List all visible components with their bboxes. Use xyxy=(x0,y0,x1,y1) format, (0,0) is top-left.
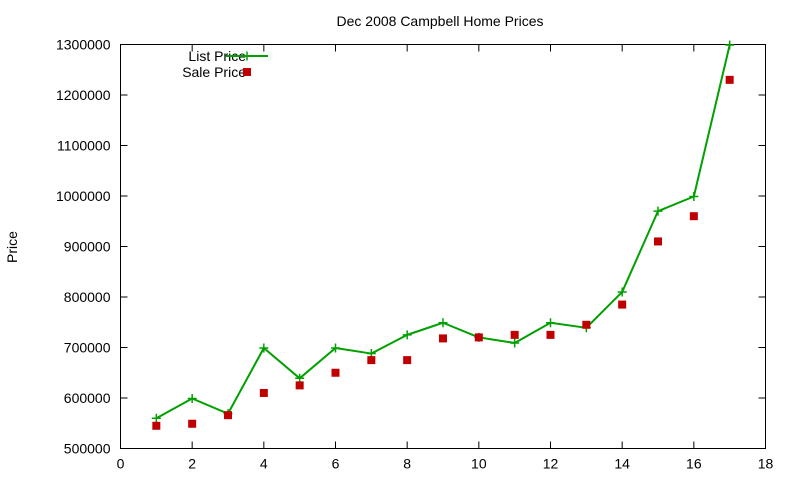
sale-price-point xyxy=(618,300,627,309)
plot-area-border xyxy=(120,44,766,449)
sale-price-point xyxy=(403,356,412,365)
list-price-line xyxy=(155,44,731,420)
sale-price-point xyxy=(188,419,197,428)
list-price-point xyxy=(295,373,305,383)
sale-price-point xyxy=(152,421,161,430)
list-price-point xyxy=(617,287,627,297)
y-tick-label: 1200000 xyxy=(56,87,111,103)
x-tick-label: 2 xyxy=(188,456,196,472)
data-series xyxy=(151,40,735,430)
sale-price-point xyxy=(654,237,662,246)
chart-title: Dec 2008 Campbell Home Prices xyxy=(337,13,544,29)
y-tick-label: 500000 xyxy=(64,441,111,457)
legend-label: Sale Price xyxy=(182,64,246,80)
sale-price-point xyxy=(510,330,519,339)
sale-price-point xyxy=(367,356,376,365)
series-list-price xyxy=(151,40,735,423)
sale-price-point xyxy=(725,75,734,84)
y-axis-label: Price xyxy=(4,231,20,263)
legend-label: List Price xyxy=(188,48,246,64)
x-tick-label: 18 xyxy=(758,456,774,472)
y-tick-label: 700000 xyxy=(64,340,111,356)
x-tick-label: 10 xyxy=(471,456,487,472)
x-tick-label: 8 xyxy=(403,456,411,472)
list-price-point xyxy=(151,413,161,423)
y-tick-label: 1300000 xyxy=(56,37,111,53)
list-price-point xyxy=(259,343,269,353)
sale-price-point xyxy=(224,411,232,420)
list-price-point xyxy=(187,394,197,404)
list-price-point xyxy=(689,192,699,202)
x-tick-label: 6 xyxy=(332,456,340,472)
list-price-point xyxy=(402,330,412,340)
legend-swatch-square xyxy=(243,68,251,76)
sale-price-point xyxy=(331,368,340,377)
x-tick-label: 14 xyxy=(614,456,630,472)
y-tick-label: 800000 xyxy=(64,289,111,305)
axis-ticks: 0 2 4 6 8 10 12 14 16 18 500000 600000 700000 800000 9… xyxy=(56,37,774,472)
list-price-point xyxy=(331,343,340,353)
sale-price-point xyxy=(582,320,591,329)
y-tick-label: 600000 xyxy=(64,390,111,406)
series-sale-price xyxy=(152,75,734,430)
list-price-point xyxy=(725,40,735,50)
legend-swatch-plus xyxy=(242,51,252,61)
y-tick-label: 1000000 xyxy=(56,188,111,204)
sale-price-point xyxy=(689,212,698,221)
x-tick-label: 4 xyxy=(260,456,268,472)
x-tick-label: 0 xyxy=(117,456,125,472)
sale-price-point xyxy=(439,334,447,343)
sale-price-point xyxy=(546,330,555,339)
sale-price-point xyxy=(259,388,268,397)
x-tick-label: 12 xyxy=(543,456,559,472)
y-tick-label: 1100000 xyxy=(57,138,111,154)
sale-price-point xyxy=(474,333,483,342)
sale-price-point xyxy=(295,381,304,390)
list-price-point xyxy=(438,318,448,328)
list-price-point xyxy=(510,338,520,348)
y-tick-label: 900000 xyxy=(64,239,111,255)
x-tick-label: 16 xyxy=(686,456,702,472)
list-price-point xyxy=(653,206,663,216)
list-price-point xyxy=(546,318,555,328)
